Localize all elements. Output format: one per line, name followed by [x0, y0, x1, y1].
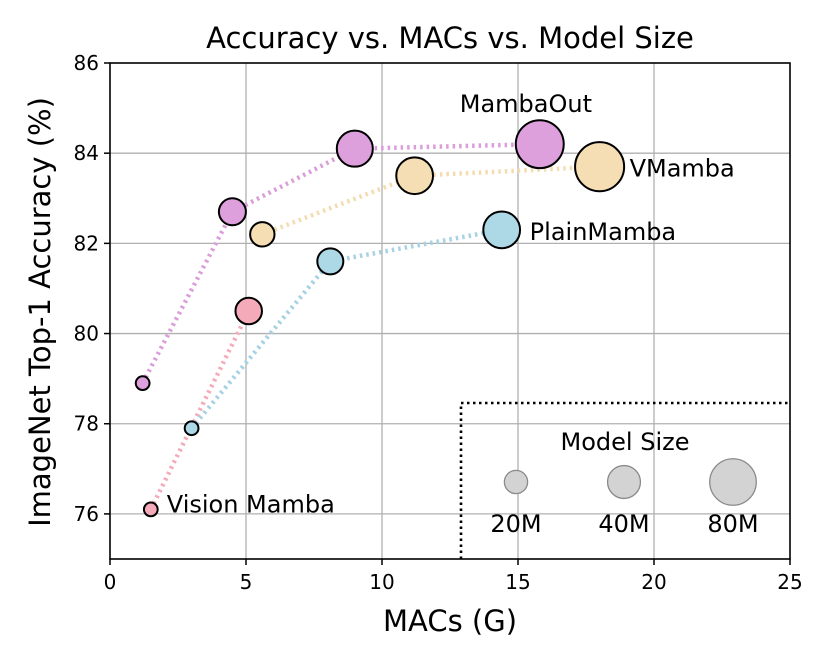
x-tick-label: 10 [369, 570, 394, 594]
series-line-vision-mamba [148, 310, 251, 511]
legend-title: Model Size [561, 428, 690, 456]
plot-frame [109, 62, 791, 560]
x-tick-label: 20 [641, 570, 666, 594]
series-line-plainmamba [189, 227, 503, 430]
series-label-vision-mamba: Vision Mamba [167, 490, 335, 518]
size-legend: Model Size 20M 40M 80M [459, 401, 790, 559]
y-tick-label: 80 [74, 322, 99, 346]
y-tick-label: 78 [74, 412, 99, 436]
legend-marker-20m [503, 469, 529, 495]
series-lines [140, 141, 600, 511]
y-tick-label: 86 [74, 51, 99, 75]
x-tick-label: 5 [240, 570, 253, 594]
x-tick-label: 0 [104, 570, 117, 594]
data-point-plainmamba [183, 420, 200, 437]
data-point-vmamba [574, 141, 626, 193]
data-point-vision-mamba [142, 501, 159, 518]
legend-label-80m: 80M [707, 510, 758, 538]
grid [110, 63, 790, 559]
data-point-mambaout [217, 197, 247, 227]
data-points [134, 119, 626, 518]
plot-border [109, 62, 791, 560]
data-point-vmamba [395, 156, 435, 196]
data-point-plainmamba [316, 247, 345, 276]
legend-label-20m: 20M [490, 510, 541, 538]
data-point-vmamba [249, 221, 276, 248]
series-label-plainmamba: PlainMamba [530, 218, 676, 246]
series-labels: Vision Mamba PlainMamba VMamba MambaOut [167, 90, 735, 518]
series-label-mambaout: MambaOut [460, 90, 592, 118]
legend-label-40m: 40M [598, 510, 649, 538]
data-point-mambaout [514, 119, 565, 170]
x-tick-label: 15 [505, 570, 530, 594]
series-label-vmamba: VMamba [630, 155, 735, 183]
chart-title: Accuracy vs. MACs vs. Model Size [206, 21, 694, 55]
legend-marker-40m [606, 464, 642, 500]
x-axis-label: MACs (G) [383, 604, 517, 638]
data-point-vision-mamba [234, 296, 263, 326]
y-tick-label: 76 [74, 502, 99, 526]
data-point-mambaout [134, 375, 151, 392]
y-axis-label: ImageNet Top-1 Accuracy (%) [23, 97, 57, 527]
axis-ticks: 0 5 10 15 20 25 76 78 80 82 84 86 [74, 51, 803, 594]
data-point-plainmamba [482, 210, 522, 250]
legend-marker-80m [709, 458, 757, 506]
series-line-mambaout [140, 141, 540, 385]
x-tick-label: 25 [777, 570, 802, 594]
y-tick-label: 82 [74, 231, 99, 255]
data-point-mambaout [335, 129, 374, 168]
y-tick-label: 84 [74, 141, 99, 165]
legend-box [459, 401, 790, 559]
